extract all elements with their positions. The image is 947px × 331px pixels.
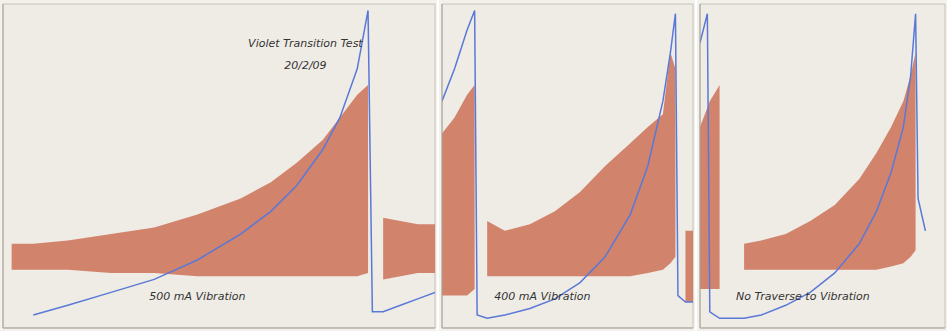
svg-text:20/2/09: 20/2/09 xyxy=(284,59,326,72)
svg-text:Violet Transition Test: Violet Transition Test xyxy=(248,37,363,50)
svg-text:No Traverse to Vibration: No Traverse to Vibration xyxy=(736,290,870,303)
svg-text:400 mA Vibration: 400 mA Vibration xyxy=(494,290,590,303)
svg-text:500 mA Vibration: 500 mA Vibration xyxy=(149,290,245,303)
